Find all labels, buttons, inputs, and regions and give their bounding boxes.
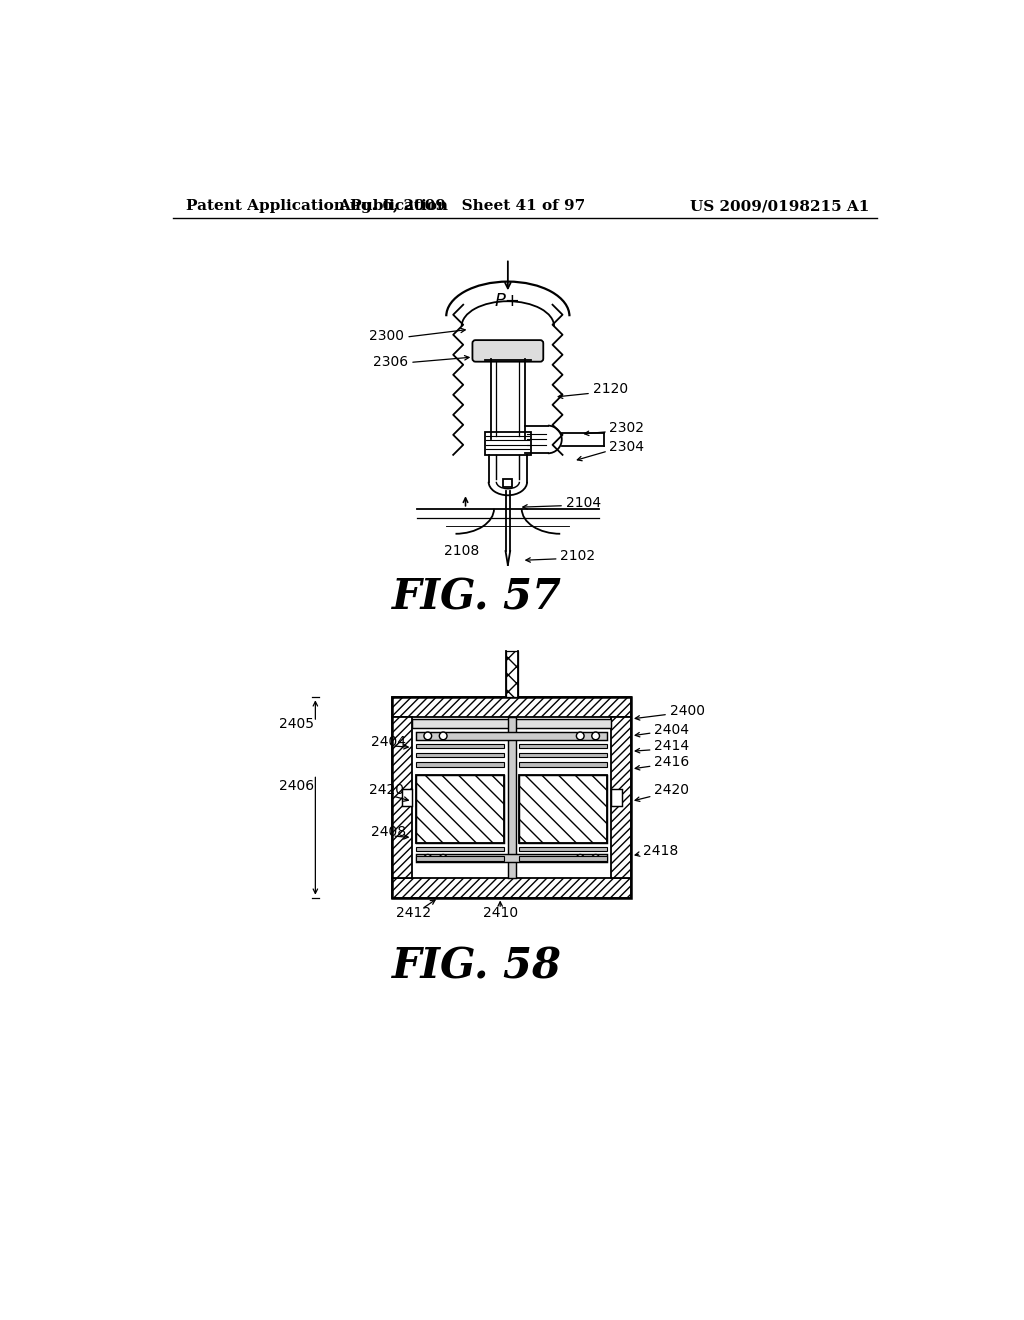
Bar bbox=[392, 718, 413, 878]
Text: 2408: 2408 bbox=[371, 825, 406, 840]
Text: 2418: 2418 bbox=[643, 845, 678, 858]
Text: 2104: 2104 bbox=[565, 496, 601, 511]
Bar bbox=[416, 752, 504, 758]
Text: 2420: 2420 bbox=[370, 783, 404, 797]
Bar bbox=[416, 775, 504, 843]
Text: P+: P+ bbox=[495, 292, 521, 310]
Bar bbox=[413, 719, 611, 729]
Bar bbox=[416, 733, 607, 739]
Circle shape bbox=[577, 854, 584, 862]
Bar bbox=[416, 857, 504, 861]
Text: Patent Application Publication: Patent Application Publication bbox=[186, 199, 449, 213]
Bar bbox=[519, 847, 607, 851]
Circle shape bbox=[592, 733, 599, 739]
Text: 2400: 2400 bbox=[670, 705, 705, 718]
Bar bbox=[519, 775, 607, 843]
Bar bbox=[416, 762, 504, 767]
Bar bbox=[392, 878, 631, 898]
Text: 2302: 2302 bbox=[609, 421, 644, 434]
Text: 2404: 2404 bbox=[654, 723, 689, 737]
Text: 2412: 2412 bbox=[396, 906, 431, 920]
Text: 2102: 2102 bbox=[560, 549, 595, 562]
Text: 2404: 2404 bbox=[371, 735, 406, 748]
Text: FIG. 58: FIG. 58 bbox=[392, 946, 562, 987]
Text: 2410: 2410 bbox=[482, 906, 518, 920]
Bar bbox=[484, 432, 531, 455]
Text: US 2009/0198215 A1: US 2009/0198215 A1 bbox=[690, 199, 869, 213]
Text: 2420: 2420 bbox=[654, 783, 689, 797]
FancyBboxPatch shape bbox=[472, 341, 544, 362]
Bar bbox=[392, 697, 631, 718]
Bar bbox=[519, 752, 607, 758]
Text: 2300: 2300 bbox=[369, 329, 403, 342]
Circle shape bbox=[577, 733, 584, 739]
Bar bbox=[503, 479, 512, 487]
Text: 2405: 2405 bbox=[279, 717, 313, 731]
Circle shape bbox=[592, 854, 599, 862]
Bar bbox=[392, 697, 631, 898]
Circle shape bbox=[439, 733, 447, 739]
Text: 2304: 2304 bbox=[609, 440, 644, 454]
Bar bbox=[416, 847, 504, 851]
Text: 2108: 2108 bbox=[444, 544, 479, 558]
Circle shape bbox=[439, 854, 447, 862]
Text: Aug. 6, 2009   Sheet 41 of 97: Aug. 6, 2009 Sheet 41 of 97 bbox=[338, 199, 586, 213]
Bar bbox=[506, 651, 518, 697]
Bar bbox=[416, 854, 607, 862]
Bar bbox=[416, 775, 504, 843]
Bar bbox=[508, 718, 515, 878]
Text: 2306: 2306 bbox=[373, 355, 408, 370]
Text: FIG. 57: FIG. 57 bbox=[392, 577, 562, 618]
Text: 2120: 2120 bbox=[593, 383, 628, 396]
Circle shape bbox=[424, 854, 432, 862]
Circle shape bbox=[424, 733, 432, 739]
Bar bbox=[519, 762, 607, 767]
Bar bbox=[401, 789, 413, 807]
Bar bbox=[519, 743, 607, 748]
Bar bbox=[519, 775, 607, 843]
Text: 2406: 2406 bbox=[279, 779, 313, 793]
Text: 2414: 2414 bbox=[654, 739, 689, 752]
Bar bbox=[416, 743, 504, 748]
Bar bbox=[611, 718, 631, 878]
Bar bbox=[611, 789, 622, 807]
Bar bbox=[519, 857, 607, 861]
Text: 2416: 2416 bbox=[654, 755, 689, 770]
